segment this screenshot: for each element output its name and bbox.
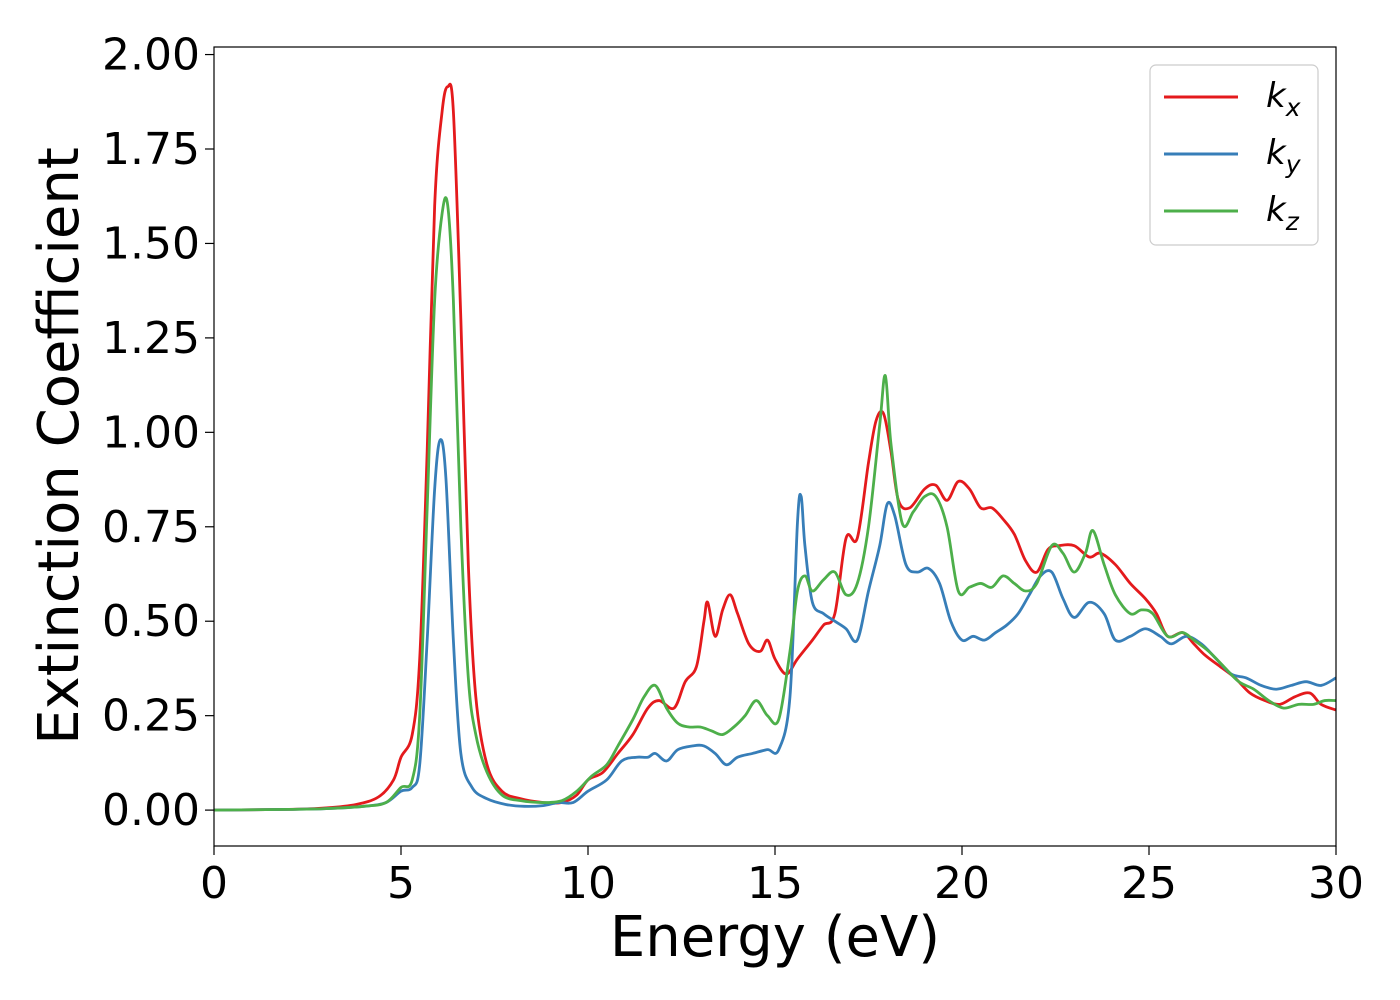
x-axis-title: Energy (eV) xyxy=(610,905,940,970)
y-axis: 0.00 0.25 0.50 0.75 1.00 1.25 1.50 1.75 2.00 xyxy=(102,30,214,836)
x-tick-label: 0 xyxy=(200,858,228,909)
y-tick-label: 0.75 xyxy=(102,502,200,553)
y-tick-label: 2.00 xyxy=(102,30,200,81)
legend-label-y: ky xyxy=(1266,133,1302,179)
y-tick-label: 1.75 xyxy=(102,124,200,175)
series-line-k-z xyxy=(214,196,1336,812)
x-tick-label: 25 xyxy=(1121,858,1177,909)
series-line-k-y xyxy=(214,438,1336,812)
legend: kx ky kz xyxy=(1149,64,1319,246)
x-tick-label: 5 xyxy=(387,858,415,909)
y-tick-label: 1.00 xyxy=(102,407,200,458)
series-layer xyxy=(214,82,1336,812)
y-tick-label: 1.25 xyxy=(102,313,200,364)
x-tick-label: 15 xyxy=(747,858,803,909)
x-tick-label: 20 xyxy=(934,858,990,909)
x-axis: 0 5 10 15 20 25 30 xyxy=(200,846,1364,909)
x-tick-label: 30 xyxy=(1308,858,1364,909)
x-tick-label: 10 xyxy=(560,858,616,909)
y-tick-label: 0.50 xyxy=(102,596,200,647)
series-line-k-x xyxy=(214,82,1336,812)
y-tick-label: 1.50 xyxy=(102,218,200,269)
legend-label-z: kz xyxy=(1266,190,1300,236)
legend-label-x: kx xyxy=(1266,76,1301,122)
y-axis-title: Extinction Coefficient xyxy=(27,147,92,745)
y-tick-label: 0.25 xyxy=(102,691,200,742)
y-tick-label: 0.00 xyxy=(102,785,200,836)
